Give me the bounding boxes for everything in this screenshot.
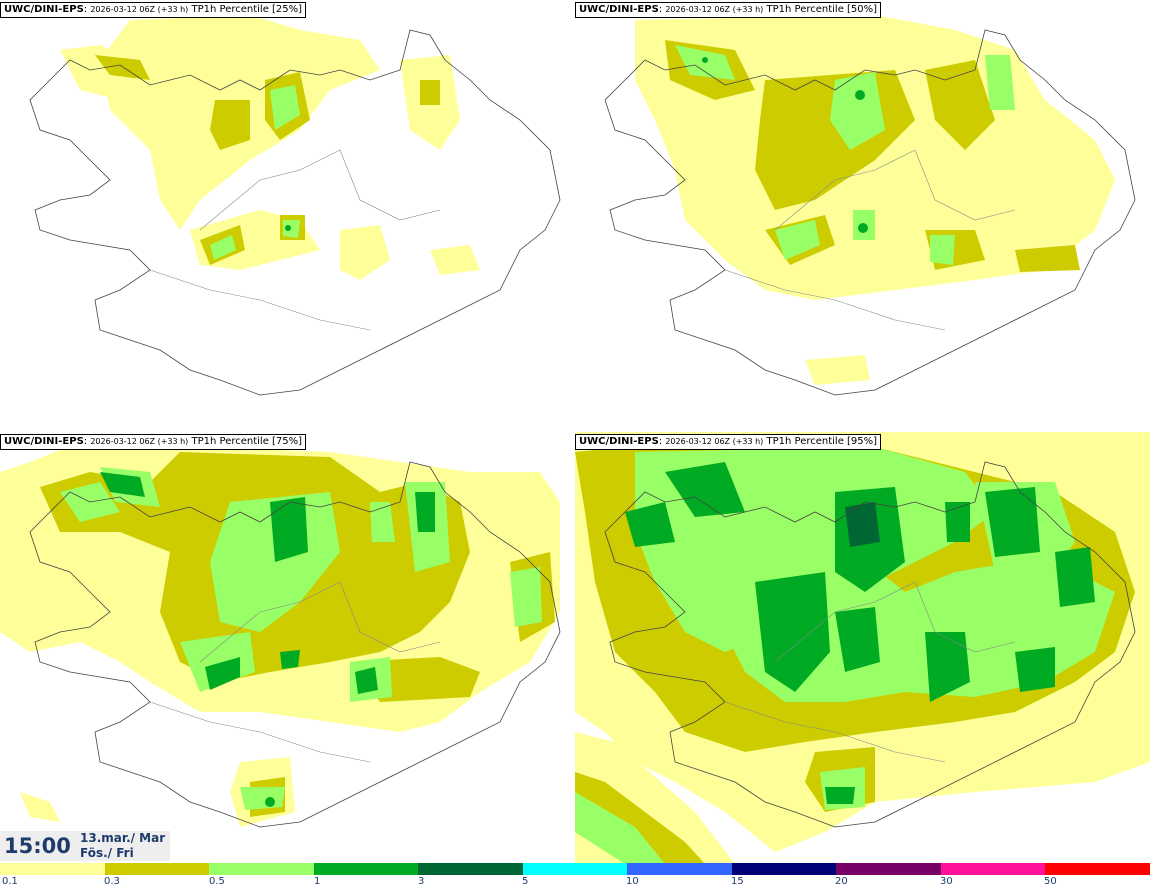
legend-swatch-7 bbox=[732, 863, 836, 875]
panel-title: UWC/DINI-EPS: 2026-03-12 06Z (+33 h) TP1… bbox=[0, 434, 307, 450]
precip-map-p25 bbox=[29, 15, 561, 396]
iceland-coastline bbox=[604, 461, 1136, 828]
iceland-coastline bbox=[29, 461, 561, 828]
precip-fill bbox=[635, 15, 1115, 385]
panel-title: UWC/DINI-EPS: 2026-03-12 06Z (+33 h) TP1… bbox=[575, 434, 882, 450]
map-panel-p75: UWC/DINI-EPS: 2026-03-12 06Z (+33 h) TP1… bbox=[0, 432, 575, 864]
legend-label-5: 5 bbox=[522, 876, 529, 887]
legend-label-2: 0.5 bbox=[209, 876, 225, 887]
legend-swatch-5 bbox=[523, 863, 627, 875]
precip-fill bbox=[60, 15, 480, 280]
iceland-coastline bbox=[29, 29, 561, 396]
legend-swatch-6 bbox=[627, 863, 732, 875]
valid-time: 15:00 bbox=[4, 834, 71, 858]
legend-swatch-0 bbox=[0, 863, 105, 875]
legend-label-3: 1 bbox=[314, 876, 321, 887]
legend-swatch-1 bbox=[105, 863, 209, 875]
legend-label-10: 50 bbox=[1044, 876, 1057, 887]
map-panel-p25: UWC/DINI-EPS: 2026-03-12 06Z (+33 h) TP1… bbox=[0, 0, 575, 432]
valid-date-line1: 13.mar./ Mar bbox=[80, 831, 166, 845]
legend-swatch-2 bbox=[209, 863, 314, 875]
precip-map-p50 bbox=[604, 15, 1136, 396]
valid-date-line2: Fös./ Fri bbox=[80, 846, 134, 860]
panel-title: UWC/DINI-EPS: 2026-03-12 06Z (+33 h) TP1… bbox=[575, 2, 882, 18]
panel-title: UWC/DINI-EPS: 2026-03-12 06Z (+33 h) TP1… bbox=[0, 2, 307, 18]
legend-label-0: 0.1 bbox=[2, 876, 18, 887]
legend-swatch-9 bbox=[941, 863, 1045, 875]
legend-swatch-4 bbox=[418, 863, 523, 875]
precip-fill bbox=[575, 432, 1150, 864]
precip-map-p95 bbox=[575, 432, 1150, 864]
legend-label-4: 3 bbox=[418, 876, 425, 887]
legend-label-7: 15 bbox=[731, 876, 744, 887]
precip-map-p75 bbox=[0, 442, 561, 828]
legend-label-9: 30 bbox=[940, 876, 953, 887]
valid-time-box: 15:00 13.mar./ Mar Fös./ Fri bbox=[0, 831, 170, 861]
legend-label-6: 10 bbox=[626, 876, 639, 887]
legend-swatch-10 bbox=[1045, 863, 1150, 875]
color-legend bbox=[0, 863, 1150, 875]
legend-swatch-3 bbox=[314, 863, 418, 875]
legend-swatch-8 bbox=[836, 863, 941, 875]
iceland-coastline bbox=[604, 29, 1136, 396]
precip-fill bbox=[0, 442, 560, 827]
map-panel-p50: UWC/DINI-EPS: 2026-03-12 06Z (+33 h) TP1… bbox=[575, 0, 1150, 432]
legend-label-1: 0.3 bbox=[104, 876, 120, 887]
legend-label-8: 20 bbox=[835, 876, 848, 887]
map-panel-p95: UWC/DINI-EPS: 2026-03-12 06Z (+33 h) TP1… bbox=[575, 432, 1150, 864]
